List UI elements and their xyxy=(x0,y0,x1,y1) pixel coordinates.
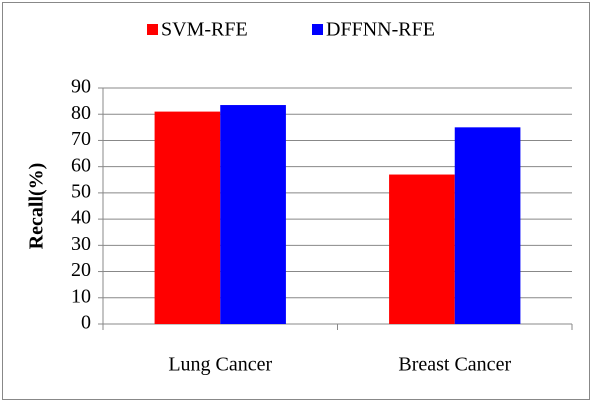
y-tick-label: 90 xyxy=(71,76,91,98)
y-tick-label: 10 xyxy=(71,285,91,307)
y-axis-label: Recall(%) xyxy=(26,163,48,250)
legend-label: SVM-RFE xyxy=(161,19,248,41)
y-tick-label: 0 xyxy=(81,312,91,334)
y-tick-label: 20 xyxy=(71,259,91,281)
legend-swatch xyxy=(147,24,158,35)
y-tick-label: 70 xyxy=(71,128,91,150)
y-tick-label: 80 xyxy=(71,102,91,124)
bar xyxy=(220,105,286,325)
y-tick-label: 30 xyxy=(71,233,91,255)
x-tick-label: Lung Cancer xyxy=(168,354,272,376)
x-tick-label: Breast Cancer xyxy=(398,354,511,376)
bar xyxy=(154,111,221,324)
y-tick-label: 50 xyxy=(71,180,91,202)
legend-swatch xyxy=(312,24,323,35)
y-tick-label: 40 xyxy=(71,207,91,229)
bar xyxy=(454,127,521,324)
y-tick-label: 60 xyxy=(71,154,91,176)
bar xyxy=(389,174,455,324)
legend-label: DFFNN-RFE xyxy=(326,19,435,41)
